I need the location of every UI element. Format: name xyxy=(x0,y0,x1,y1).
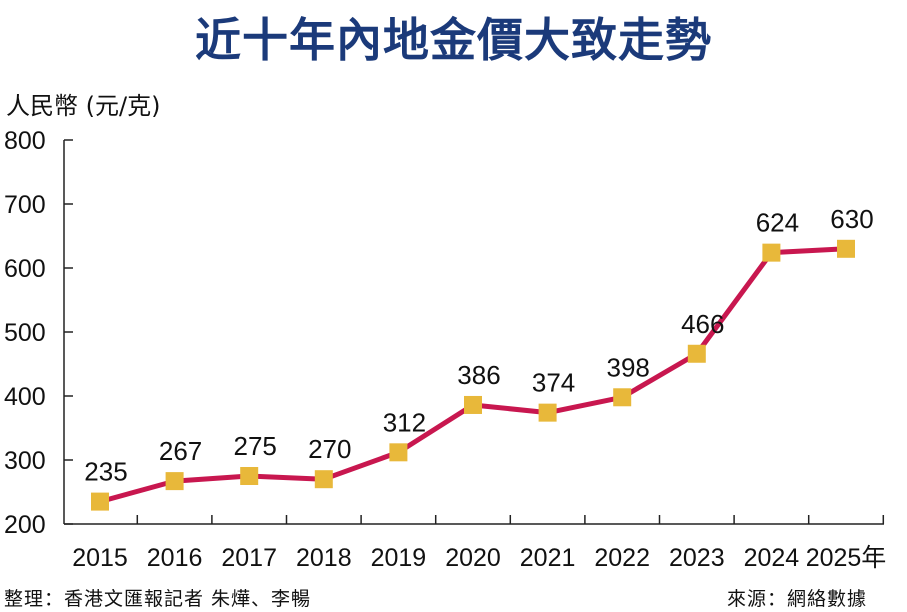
y-tick-label: 700 xyxy=(4,191,46,219)
data-label: 624 xyxy=(756,208,799,238)
x-tick-label: 2016 xyxy=(147,544,203,572)
x-tick-label: 2021 xyxy=(520,544,576,572)
data-label: 312 xyxy=(383,407,426,437)
x-tick-label: 2022 xyxy=(594,544,650,572)
x-tick-label: 2017 xyxy=(221,544,277,572)
y-axis-label: 人民幣 (元/克) xyxy=(6,92,161,120)
source-text: 來源：網絡數據 xyxy=(727,588,868,610)
data-point xyxy=(91,492,109,511)
data-label: 275 xyxy=(234,431,277,461)
data-point xyxy=(613,388,632,407)
data-label: 235 xyxy=(84,457,127,487)
data-point xyxy=(762,243,781,262)
data-point xyxy=(165,472,184,491)
data-label: 270 xyxy=(308,434,351,464)
data-point xyxy=(240,467,259,485)
x-tick-label: 2025年 xyxy=(806,544,887,572)
y-tick-label: 600 xyxy=(4,255,46,283)
y-tick-label: 200 xyxy=(4,511,46,539)
data-label: 386 xyxy=(457,360,500,390)
data-label: 267 xyxy=(159,436,202,466)
data-label: 630 xyxy=(830,204,873,234)
y-tick-label: 400 xyxy=(4,383,46,411)
y-tick-label: 500 xyxy=(4,319,46,347)
data-point xyxy=(687,344,706,363)
y-tick-label: 800 xyxy=(4,127,46,155)
credit-text: 整理：香港文匯報記者 朱燁、李暢 xyxy=(4,588,312,610)
data-point xyxy=(389,443,408,462)
x-tick-label: 2019 xyxy=(371,544,427,572)
data-label: 374 xyxy=(532,368,575,398)
data-point xyxy=(837,239,855,258)
data-point xyxy=(464,395,482,414)
chart-title: 近十年內地金價大致走勢 xyxy=(195,13,712,67)
data-label: 466 xyxy=(681,309,724,339)
data-point xyxy=(538,403,557,422)
x-tick-label: 2018 xyxy=(296,544,352,572)
data-point xyxy=(314,470,333,489)
x-tick-label: 2024 xyxy=(744,544,800,572)
x-tick-label: 2020 xyxy=(445,544,501,572)
y-tick-label: 300 xyxy=(4,447,46,475)
x-tick-label: 2015 xyxy=(72,544,128,572)
x-tick-label: 2023 xyxy=(669,544,725,572)
data-label: 398 xyxy=(607,352,650,382)
